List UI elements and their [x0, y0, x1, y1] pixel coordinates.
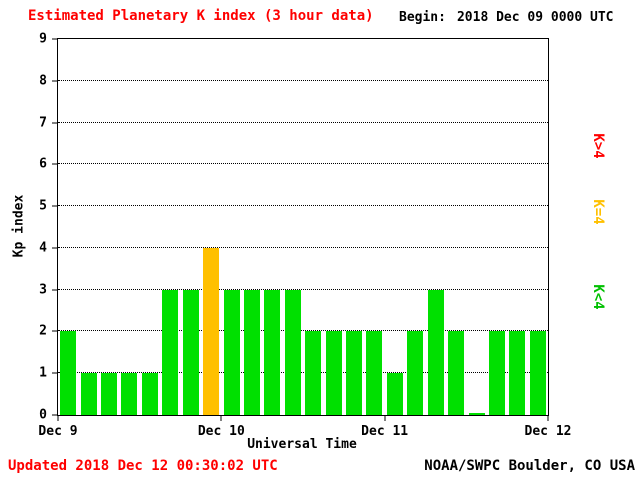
legend-k-lt-4: K<4 — [590, 284, 606, 310]
y-tick — [52, 205, 58, 207]
gridline — [58, 79, 548, 81]
y-tick-label: 8 — [39, 73, 47, 89]
x-tick-label: Dec 11 — [361, 424, 409, 439]
kp-bar — [264, 289, 281, 415]
kp-bar — [243, 289, 260, 415]
kp-bar — [162, 289, 179, 415]
x-axis-title: Universal Time — [247, 437, 357, 452]
begin-label: Begin: — [399, 10, 446, 25]
kp-bar — [386, 373, 403, 415]
y-tick-label: 5 — [39, 198, 47, 214]
legend-k-gt-4: K>4 — [590, 133, 606, 159]
y-tick — [52, 372, 58, 374]
gridline — [58, 121, 548, 123]
gridline — [58, 163, 548, 165]
x-tick — [57, 415, 59, 421]
begin-value: 2018 Dec 09 0000 UTC — [456, 10, 614, 25]
plot-area: 0 1 2 3 4 5 6 7 8 9 Dec 9 Dec 10 Dec 11 Dec 12 — [38, 33, 571, 440]
kp-bar — [325, 331, 342, 415]
kp-bar — [529, 331, 546, 415]
kp-bar — [284, 289, 301, 415]
y-tick — [52, 122, 58, 124]
x-tick-label: Dec 9 — [38, 424, 78, 439]
gridline — [58, 330, 548, 332]
y-tick-label: 1 — [39, 365, 47, 381]
y-tick-label: 3 — [39, 282, 47, 298]
gridline — [58, 288, 548, 290]
gridline — [58, 372, 548, 374]
kp-bar — [101, 373, 117, 415]
y-tick-label: 4 — [39, 240, 47, 256]
kp-bar — [427, 289, 444, 415]
kp-bar — [488, 331, 505, 415]
x-tick — [384, 415, 386, 421]
y-axis-title: Kp index — [11, 194, 27, 258]
kp-bar — [448, 331, 465, 415]
x-tick-label: Dec 12 — [524, 424, 572, 439]
kp-bar — [141, 373, 158, 415]
x-tick-label: Dec 10 — [197, 424, 245, 439]
y-tick-label: 2 — [39, 323, 47, 339]
credit-text: NOAA/SWPC Boulder, CO USA — [424, 458, 635, 474]
begin-info: Begin: 2018 Dec 09 0000 UTC — [399, 10, 614, 25]
y-tick-label: 6 — [39, 156, 47, 172]
kp-bar — [121, 373, 138, 415]
kp-bar — [223, 289, 240, 415]
y-tick-label: 7 — [39, 115, 47, 131]
gridline — [58, 205, 548, 207]
x-tick — [220, 415, 222, 421]
kp-bar — [60, 331, 77, 415]
kp-bar — [468, 413, 485, 415]
y-tick-label: 0 — [39, 407, 47, 423]
updated-timestamp: Updated 2018 Dec 12 00:30:02 UTC — [8, 458, 278, 474]
kp-bar — [305, 331, 322, 415]
gridline — [58, 246, 548, 248]
kp-bar — [346, 331, 362, 415]
chart-title: Estimated Planetary K index (3 hour data… — [28, 8, 374, 24]
y-tick — [52, 163, 58, 165]
y-tick-label: 9 — [39, 31, 47, 47]
y-tick — [52, 289, 58, 291]
kp-bar — [182, 289, 199, 415]
y-tick — [52, 247, 58, 249]
y-tick — [52, 414, 58, 416]
kp-bar — [203, 247, 220, 415]
kp-bar — [509, 331, 526, 415]
kp-bar — [407, 331, 424, 415]
kp-bar — [366, 331, 383, 415]
x-tick — [547, 415, 549, 421]
y-tick — [52, 38, 58, 40]
y-tick — [52, 330, 58, 332]
legend-k-eq-4: K=4 — [590, 199, 606, 225]
y-tick — [52, 80, 58, 82]
kp-bar — [80, 373, 97, 415]
